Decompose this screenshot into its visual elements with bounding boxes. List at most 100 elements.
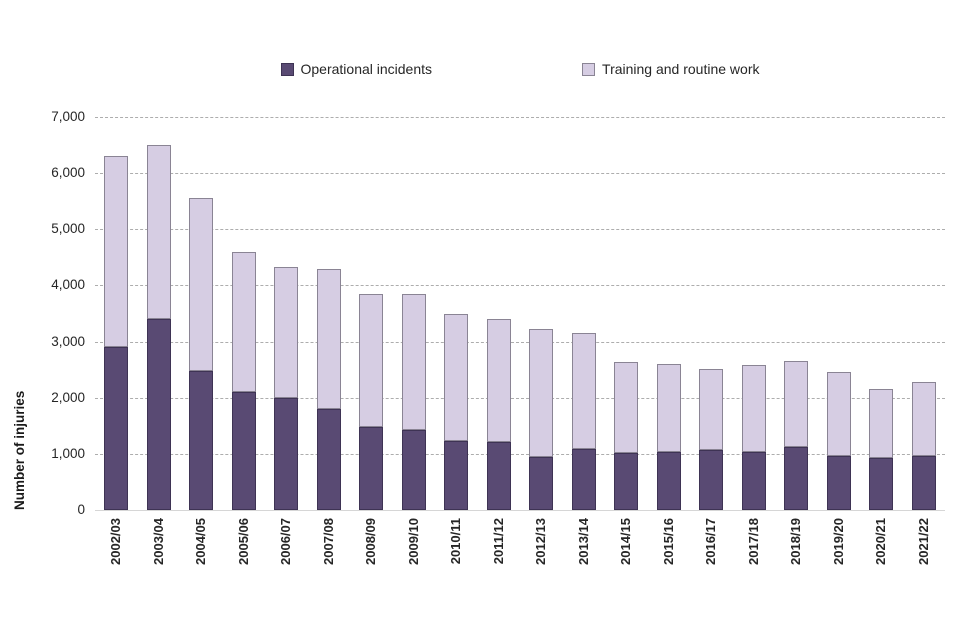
bar-stack: [359, 293, 384, 510]
x-axis-baseline: [95, 510, 945, 511]
x-tick-label: 2003/04: [150, 518, 166, 565]
bar-segment-training: [486, 319, 511, 443]
bar-segment-training: [146, 145, 171, 320]
bar-group-2014-15: [605, 117, 648, 510]
bar-group-2017-18: [733, 117, 776, 510]
y-axis-tick-labels: 0 1,000 2,000 3,000 4,000 5,000 6,000 7,000: [0, 109, 85, 517]
x-tick-label: 2018/19: [788, 518, 804, 565]
bar-stack: [826, 371, 851, 510]
bar-group-2015-16: [648, 117, 691, 510]
x-tick-label: 2017/18: [745, 518, 761, 565]
bar-segment-operational: [699, 449, 724, 510]
bar-segment-operational: [444, 440, 469, 510]
bar-segment-operational: [784, 447, 809, 510]
bar-stack: [104, 156, 129, 510]
bar-segment-training: [784, 361, 809, 448]
bar-stack: [231, 251, 256, 510]
bar-group-2004-05: [180, 117, 223, 510]
gridline: [95, 173, 945, 175]
bar-stack: [274, 267, 299, 510]
bar-group-2020-21: [860, 117, 903, 510]
x-tick-label: 2012/13: [533, 518, 549, 565]
bar-segment-training: [231, 251, 256, 393]
x-tick-label: 2010/11: [448, 518, 464, 565]
x-tick-label: 2013/14: [575, 518, 591, 565]
bar-group-2007-08: [308, 117, 351, 510]
bar-stack: [316, 269, 341, 510]
bar-stack: [656, 364, 681, 510]
x-tick-label: 2020/21: [873, 518, 889, 565]
y-tick-label: 6,000: [51, 165, 85, 181]
bar-stack: [146, 145, 171, 510]
bar-segment-training: [189, 197, 214, 371]
gridline: [95, 397, 945, 399]
x-tick-label: 2009/10: [405, 518, 421, 565]
bar-group-2018-19: [775, 117, 818, 510]
bar-group-2012-13: [520, 117, 563, 510]
bar-segment-training: [444, 313, 469, 441]
bar-segment-operational: [741, 451, 766, 510]
bar-segment-operational: [316, 408, 341, 510]
bar-stack: [486, 319, 511, 510]
bar-segment-training: [741, 365, 766, 452]
bar-segment-operational: [189, 370, 214, 510]
bar-group-2021-22: [903, 117, 946, 510]
operational-incidents-swatch-icon: [280, 62, 294, 76]
legend-item-operational: Operational incidents: [280, 61, 433, 77]
x-tick-label: 2005/06: [235, 518, 251, 565]
bar-segment-training: [699, 368, 724, 450]
gridline: [95, 229, 945, 231]
bar-segment-operational: [614, 452, 639, 510]
gridline: [95, 117, 945, 118]
bar-segment-training: [104, 156, 129, 348]
plot-area: [95, 117, 946, 511]
bar-stack: [699, 368, 724, 510]
x-tick-label: 2021/22: [915, 518, 931, 565]
x-tick-label: 2016/17: [703, 518, 719, 565]
bar-group-2011-12: [478, 117, 521, 510]
bar-group-2019-20: [818, 117, 861, 510]
x-tick-label: 2006/07: [278, 518, 294, 565]
x-tick-label: 2014/15: [618, 518, 634, 565]
bar-segment-training: [911, 382, 936, 457]
x-tick-label: 2019/20: [830, 518, 846, 565]
x-tick-label: 2015/16: [660, 518, 676, 565]
bar-segment-training: [401, 293, 426, 430]
bar-stack: [614, 362, 639, 510]
y-tick-label: 2,000: [51, 389, 85, 405]
x-tick-label: 2002/03: [108, 518, 124, 565]
bar-segment-operational: [869, 457, 894, 510]
bar-segment-training: [316, 269, 341, 409]
legend-item-training: Training and routine work: [582, 62, 759, 76]
bar-segment-operational: [359, 426, 384, 510]
bar-segment-operational: [104, 347, 129, 510]
bar-segment-operational: [146, 319, 171, 510]
bar-segment-operational: [231, 392, 256, 510]
y-tick-label: 5,000: [51, 221, 85, 237]
bar-stack: [444, 313, 469, 510]
bar-stack: [869, 388, 894, 510]
legend-label-training: Training and routine work: [602, 61, 760, 77]
bar-group-2009-10: [393, 117, 436, 510]
y-tick-label: 0: [77, 502, 85, 517]
bar-segment-training: [359, 293, 384, 427]
bar-stack: [741, 365, 766, 510]
y-tick-label: 7,000: [51, 109, 85, 124]
bar-segment-operational: [826, 456, 851, 510]
bar-segment-training: [614, 362, 639, 453]
bar-stack: [571, 333, 596, 510]
bar-stack: [911, 382, 936, 510]
gridline: [95, 453, 945, 455]
x-axis-tick-labels: 2002/03 2003/04 2004/05 2005/06 2006/07 2007/…: [95, 518, 945, 608]
bar-stack: [784, 361, 809, 510]
bar-group-2006-07: [265, 117, 308, 510]
y-tick-label: 4,000: [51, 277, 85, 293]
training-routine-work-swatch-icon: [582, 62, 596, 76]
legend-label-operational: Operational incidents: [300, 61, 433, 77]
bar-segment-training: [656, 364, 681, 452]
bar-stack: [401, 293, 426, 510]
bar-group-2010-11: [435, 117, 478, 510]
bar-segment-operational: [274, 397, 299, 510]
bar-group-2005-06: [223, 117, 266, 510]
